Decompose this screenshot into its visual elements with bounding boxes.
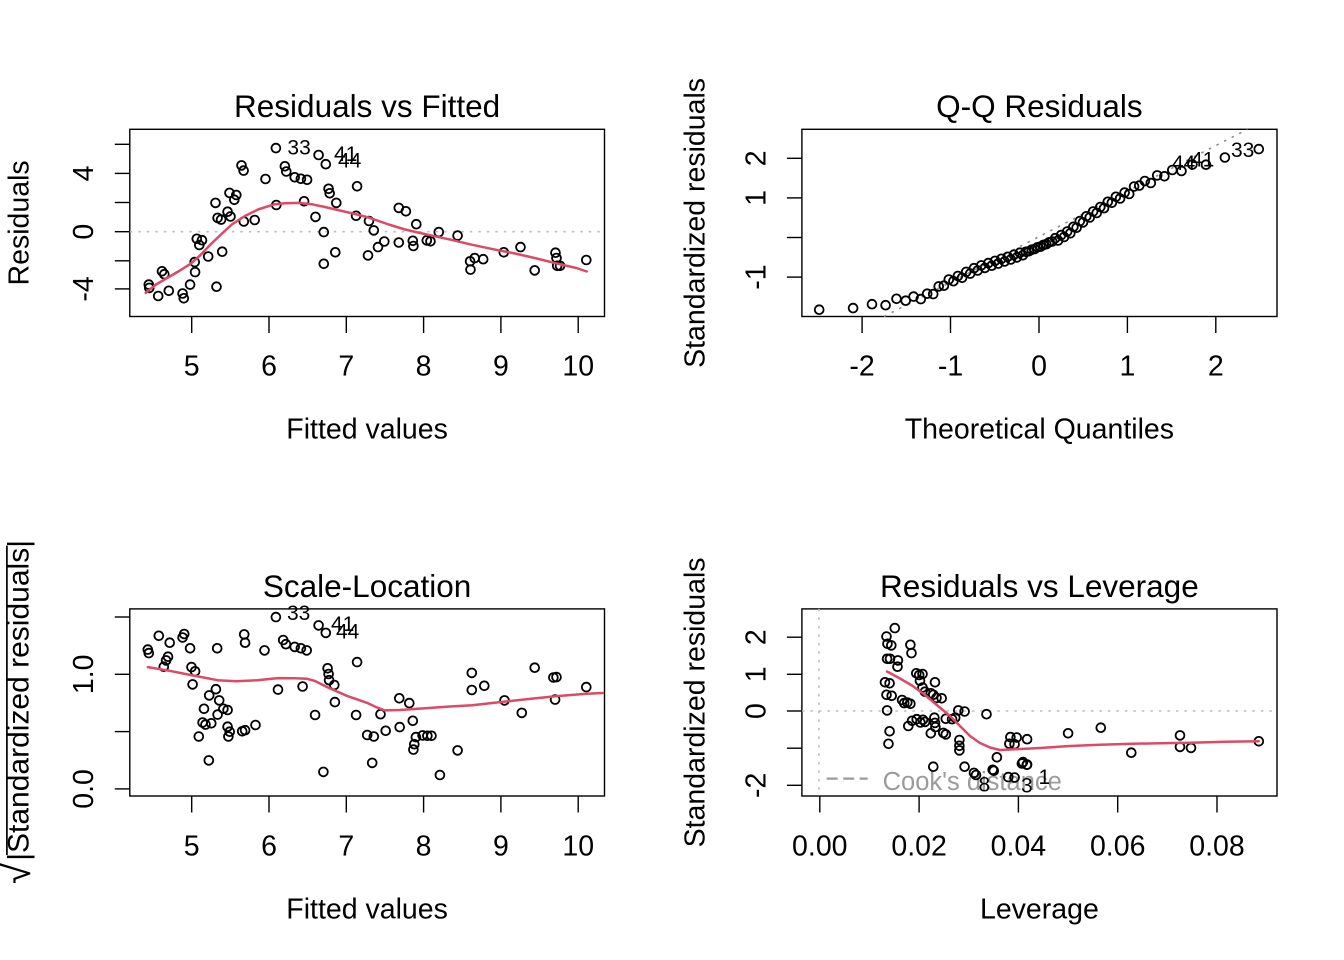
svg-text:4: 4 <box>68 165 100 181</box>
svg-text:5: 5 <box>184 831 200 863</box>
svg-text:1: 1 <box>741 190 773 206</box>
svg-text:33: 33 <box>287 137 310 160</box>
svg-text:33: 33 <box>287 602 310 625</box>
svg-text:8: 8 <box>979 774 991 797</box>
svg-text:1: 1 <box>1119 351 1135 383</box>
svg-text:8: 8 <box>416 831 432 863</box>
svg-text:2: 2 <box>741 629 773 645</box>
svg-text:Fitted values: Fitted values <box>286 894 448 926</box>
svg-text:|Standardized residuals|: |Standardized residuals| <box>3 540 36 861</box>
svg-text:-2: -2 <box>849 351 874 383</box>
svg-text:-1: -1 <box>741 264 773 289</box>
svg-text:44: 44 <box>338 150 362 173</box>
svg-text:9: 9 <box>493 351 509 383</box>
svg-text:0.04: 0.04 <box>991 831 1047 863</box>
svg-text:-4: -4 <box>68 276 100 301</box>
svg-text:10: 10 <box>562 351 594 383</box>
svg-text:0.0: 0.0 <box>68 769 100 809</box>
svg-text:Standardized residuals: Standardized residuals <box>680 557 712 847</box>
svg-text:Residuals vs Leverage: Residuals vs Leverage <box>880 568 1199 604</box>
svg-text:Residuals: Residuals <box>4 160 36 285</box>
svg-text:44: 44 <box>1172 152 1196 175</box>
svg-text:√: √ <box>0 863 39 884</box>
svg-text:-1: -1 <box>938 351 963 383</box>
svg-text:6: 6 <box>261 831 277 863</box>
svg-text:0: 0 <box>68 224 100 240</box>
svg-text:44: 44 <box>336 621 360 644</box>
svg-text:0.00: 0.00 <box>792 831 847 863</box>
svg-text:Q-Q Residuals: Q-Q Residuals <box>936 88 1143 124</box>
svg-text:0.02: 0.02 <box>891 831 946 863</box>
svg-text:2: 2 <box>1208 351 1224 383</box>
svg-text:1: 1 <box>1039 766 1051 789</box>
svg-text:41: 41 <box>331 613 354 636</box>
svg-text:0: 0 <box>1031 351 1047 383</box>
svg-text:6: 6 <box>261 351 277 383</box>
svg-text:7: 7 <box>338 831 354 863</box>
svg-text:2: 2 <box>741 150 773 166</box>
svg-text:Theoretical Quantiles: Theoretical Quantiles <box>905 414 1174 446</box>
svg-text:0: 0 <box>741 703 773 719</box>
svg-text:41: 41 <box>1191 149 1214 172</box>
svg-text:3: 3 <box>1021 775 1033 798</box>
svg-text:5: 5 <box>184 351 200 383</box>
svg-text:Fitted values: Fitted values <box>286 414 448 446</box>
svg-text:Residuals vs Fitted: Residuals vs Fitted <box>234 88 500 124</box>
svg-text:Leverage: Leverage <box>980 894 1099 926</box>
svg-text:8: 8 <box>416 351 432 383</box>
svg-text:-2: -2 <box>741 773 773 798</box>
svg-text:7: 7 <box>338 351 354 383</box>
svg-text:0.06: 0.06 <box>1090 831 1145 863</box>
svg-text:0.08: 0.08 <box>1189 831 1244 863</box>
svg-text:10: 10 <box>562 831 594 863</box>
svg-text:1.0: 1.0 <box>68 654 100 694</box>
svg-text:Standardized residuals: Standardized residuals <box>680 78 712 368</box>
svg-text:1: 1 <box>741 666 773 682</box>
svg-text:33: 33 <box>1231 139 1254 162</box>
svg-text:9: 9 <box>493 831 509 863</box>
svg-text:Scale-Location: Scale-Location <box>263 568 471 604</box>
svg-text:41: 41 <box>334 143 357 166</box>
